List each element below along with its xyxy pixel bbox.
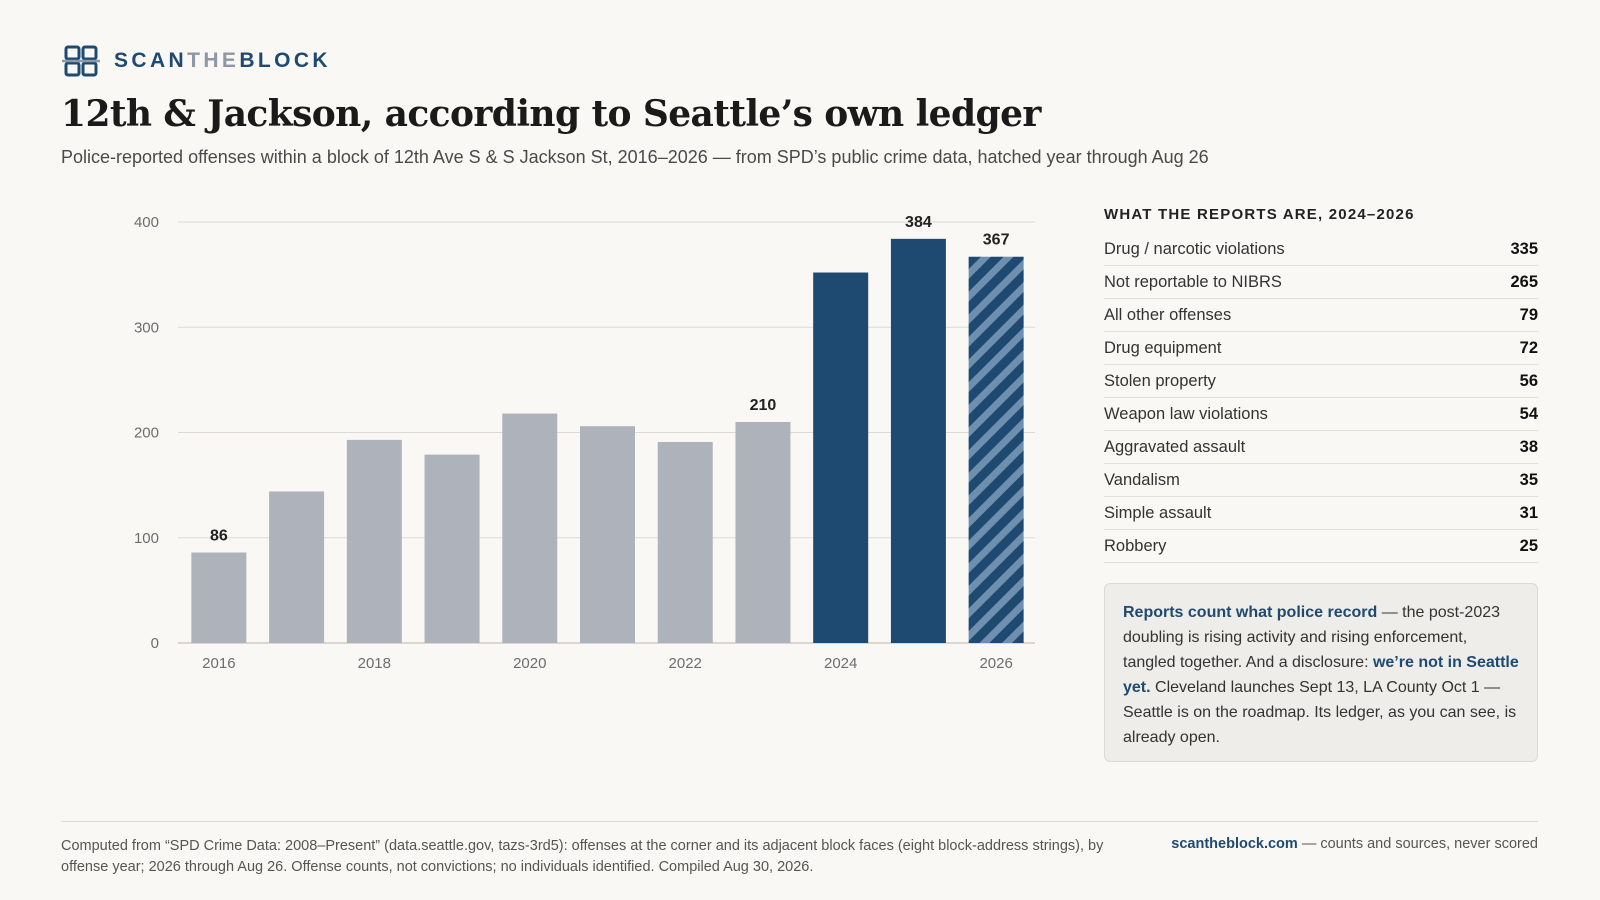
x-tick-label: 2020 [513,655,546,672]
source-footnote: Computed from “SPD Crime Data: 2008–Pres… [61,838,1104,875]
breakdown-row: All other offenses 79 [1104,299,1538,332]
note-highlight: we’re not in Seattle yet. [1123,654,1519,696]
x-tick-label: 2018 [358,655,391,672]
bar-2022 [657,441,713,643]
breakdown-label: Drug equipment [1104,338,1222,357]
value-label: 384 [905,214,932,231]
breakdown-label: Robbery [1104,536,1167,555]
note-text-1: — the post-2023 doubling is rising activ… [1123,604,1501,671]
bar-2026 [968,256,1024,643]
breakdown-value: 25 [1519,536,1538,555]
x-tick-label: 2022 [669,655,702,672]
breakdown-row: Vandalism 35 [1104,464,1538,497]
breakdown-value: 56 [1519,371,1538,390]
bar-2018 [346,439,402,643]
y-tick-label: 100 [134,530,159,547]
breakdown-row: Aggravated assault 38 [1104,431,1538,464]
breakdown-label: All other offenses [1104,305,1232,324]
breakdown-row: Not reportable to NIBRS 265 [1104,266,1538,299]
breakdown-value: 72 [1519,338,1538,357]
bar-2019 [424,454,480,643]
bar-2020 [502,413,558,643]
footer-tagline: — counts and sources, never scored [1297,836,1538,852]
breakdown-label: Not reportable to NIBRS [1104,272,1282,291]
breakdown-row: Drug / narcotic violations 335 [1104,233,1538,266]
breakdown-row: Simple assault 31 [1104,497,1538,530]
breakdown-row: Drug equipment 72 [1104,332,1538,365]
bar-2016 [191,552,247,643]
offense-bar-chart: 0 100 200 300 400 86 210 384 367 2016 2018 2020 2022… [134,214,1035,672]
y-tick-label: 0 [151,635,159,652]
brand: SCANTHEBLOCK [62,44,331,78]
breakdown-value: 54 [1519,404,1538,423]
bar-2023 [735,421,791,643]
value-label: 367 [983,232,1010,249]
value-label: 210 [750,397,777,414]
x-tick-label: 2024 [824,655,857,672]
value-label: 86 [210,527,228,544]
site-link[interactable]: scantheblock.com [1171,836,1298,852]
breakdown-row: Robbery 25 [1104,530,1538,563]
footer-credit: scantheblock.com — counts and sources, n… [1171,836,1538,852]
bar-2024 [813,272,869,643]
bar-2025 [890,238,946,643]
breakdown-label: Weapon law violations [1104,404,1268,423]
footer-divider [61,821,1538,822]
bar-2021 [580,426,635,643]
brand-name: SCANTHEBLOCK [114,49,331,72]
logo-grid-icon [62,45,100,77]
breakdown-label: Vandalism [1104,470,1180,489]
offense-breakdown: WHAT THE REPORTS ARE, 2024–2026 Drug / n… [1104,206,1538,563]
y-tick-label: 200 [134,425,159,442]
x-tick-label: 2016 [202,655,235,672]
page-title: 12th & Jackson, according to Seattle’s o… [61,93,1041,135]
breakdown-row: Weapon law violations 54 [1104,398,1538,431]
breakdown-value: 335 [1510,239,1538,258]
breakdown-label: Aggravated assault [1104,437,1246,456]
breakdown-label: Simple assault [1104,503,1212,522]
breakdown-label: Drug / narcotic violations [1104,239,1285,258]
y-tick-label: 400 [134,214,159,231]
breakdown-value: 38 [1519,437,1538,456]
breakdown-value: 79 [1519,305,1538,324]
breakdown-row: Stolen property 56 [1104,365,1538,398]
breakdown-value: 31 [1519,503,1538,522]
breakdown-value: 35 [1519,470,1538,489]
y-tick-label: 300 [134,319,159,336]
note-lead: Reports count what police record [1123,604,1378,621]
disclosure-note: Reports count what police record — the p… [1104,583,1538,762]
breakdown-label: Stolen property [1104,371,1216,390]
x-tick-label: 2026 [979,655,1012,672]
bar-2017 [269,491,325,643]
note-text-2: Cleveland launches Sept 13, LA County Oc… [1123,679,1517,746]
breakdown-value: 265 [1510,272,1538,291]
page-subtitle: Police-reported offenses within a block … [61,147,1209,167]
breakdown-heading: WHAT THE REPORTS ARE, 2024–2026 [1104,206,1415,223]
